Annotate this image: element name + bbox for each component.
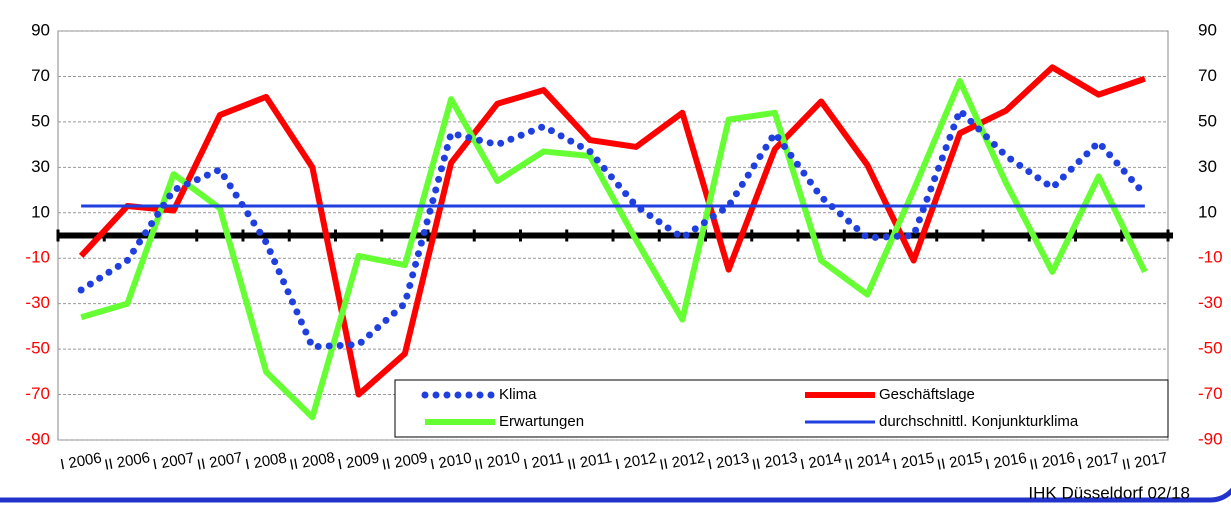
series-line [80,77,1148,421]
x-tick-label: I 2013 [707,449,751,473]
y-tick-label: 70 [31,66,50,85]
y-tick-label: -90 [25,429,50,448]
y2-tick-label: 70 [1198,66,1217,85]
y-tick-label: 90 [31,20,50,39]
legend [394,379,1169,438]
x-tick-label: II 2008 [288,449,336,474]
y-tick-label: 50 [31,111,50,130]
footer: IHK Düsseldorf 02/18 [1028,483,1190,502]
x-tick-label: II 2010 [473,449,521,474]
x-tick-label: I 2007 [152,449,196,473]
y-tick-label: -10 [25,248,50,267]
y2-tick-label: -50 [1198,339,1223,358]
y2-tick-label: 10 [1198,202,1217,221]
y2-tick-label: -90 [1198,429,1223,448]
x-tick-label: II 2014 [843,449,891,474]
y2-tick-label: 90 [1198,20,1217,39]
series-line [78,64,1146,398]
legend-label: Geschäftslage [879,386,975,403]
legend-label: durchschnittl. Konjunkturklima [879,413,1079,430]
x-tick-label: I 2006 [59,449,103,473]
y2-tick-label: 30 [1198,157,1217,176]
frame [0,487,1231,503]
y-tick-label: 10 [31,202,50,221]
x-tick-label: II 2013 [751,449,799,474]
x-tick-label: I 2015 [892,449,936,473]
x-tick-label: II 2016 [1028,449,1076,474]
y-tick-label: -50 [25,339,50,358]
y-tick-label: -30 [25,293,50,312]
x-tick-label: I 2008 [244,449,288,473]
x-tick-label: II 2012 [658,449,706,474]
x-tick-label: I 2014 [799,449,843,473]
series-line [77,104,1149,351]
y-tick-label: 30 [31,157,50,176]
legend-label: Erwartungen [499,413,584,430]
x-tick-label: II 2011 [566,449,613,474]
x-tick-label: II 2015 [936,449,984,474]
y-tick-label: -70 [25,384,50,403]
x-tick-label: I 2011 [522,450,565,474]
x-tick-label: II 2006 [103,449,151,474]
x-tick-label: II 2007 [196,449,244,474]
x-tick-label: I 2017 [1077,449,1121,473]
x-tick-label: I 2012 [614,449,658,473]
x-tick-label: II 2009 [381,449,429,474]
x-tick-label: I 2016 [984,449,1028,473]
y2-tick-label: -10 [1198,248,1223,267]
x-tick-label: II 2017 [1121,449,1169,474]
x-tick-label: I 2010 [429,449,473,473]
legend-label: Klima [499,386,537,403]
y2-tick-label: -30 [1198,293,1223,312]
y2-tick-label: -70 [1198,384,1223,403]
x-tick-label: I 2009 [337,449,381,473]
y2-tick-label: 50 [1198,111,1217,130]
